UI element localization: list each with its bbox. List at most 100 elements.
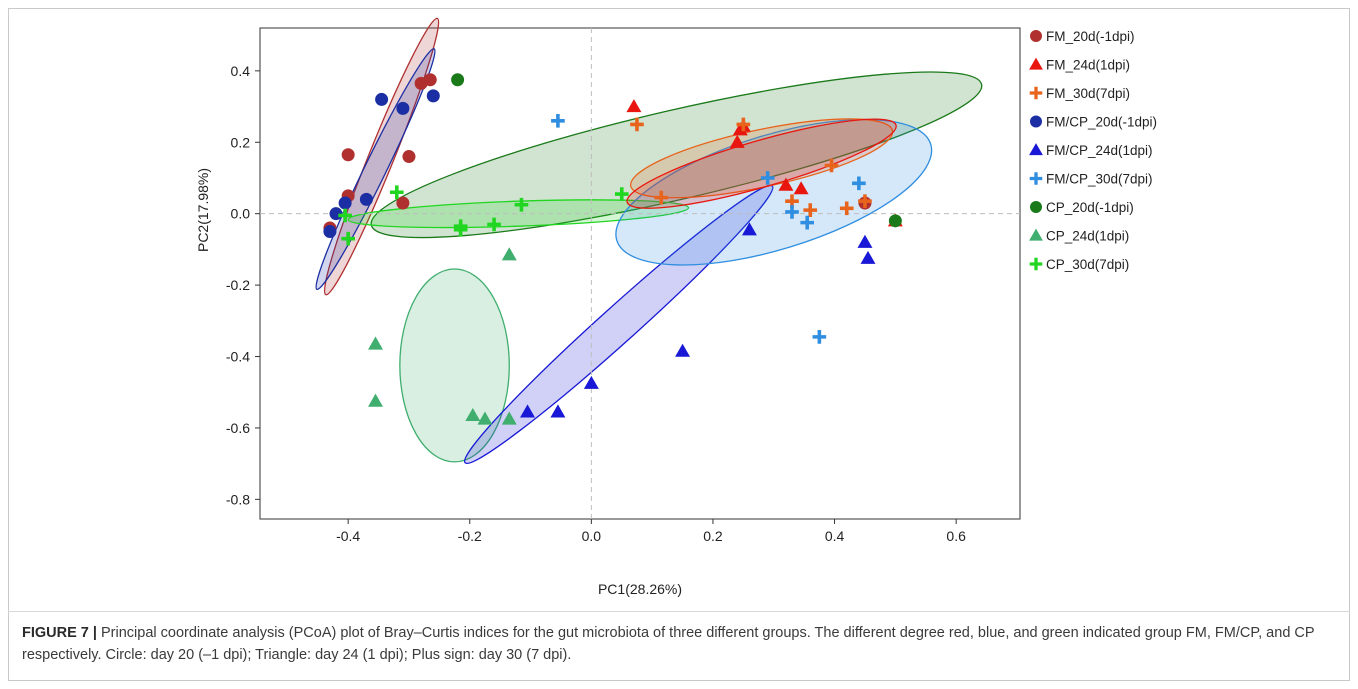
point-triangle-7-3 <box>477 411 493 425</box>
reference-lines <box>260 28 1020 519</box>
caption-text: Principal coordinate analysis (PCoA) plo… <box>22 625 1315 663</box>
point-circle-3-0 <box>323 225 337 239</box>
point-plus-2-1 <box>654 190 669 205</box>
point-triangle-1-0 <box>626 99 642 113</box>
legend-marker-1 <box>1029 57 1043 70</box>
ellipses-layer <box>315 17 983 464</box>
point-triangle-4-1 <box>550 404 566 418</box>
y-tick-label-5: 0.2 <box>231 134 251 150</box>
point-plus-2-5 <box>824 158 839 173</box>
x-tick-label-5: 0.6 <box>946 528 966 544</box>
figure-frame <box>8 8 1350 681</box>
point-plus-8-1 <box>338 208 352 223</box>
x-axis-label: PC1(28.26%) <box>598 581 682 597</box>
legend-marker-3 <box>1030 115 1042 128</box>
point-triangle-1-4 <box>778 177 794 191</box>
point-triangle-7-2 <box>465 407 481 422</box>
point-triangle-1-5 <box>793 181 809 195</box>
point-plus-5-2 <box>785 205 799 219</box>
point-triangle-4-0 <box>520 404 535 418</box>
y-tick-label-6: 0.4 <box>231 63 251 79</box>
confidence-ellipse-3 <box>347 199 690 229</box>
point-triangle-7-0 <box>368 336 383 350</box>
point-circle-0-4 <box>402 150 416 164</box>
axes-layer: -0.4 -0.2 0.0 0.2 0.4 0.6 -0.8 -0.6 -0.4 -0.2 0.0 0… <box>226 63 966 544</box>
y-tick-label-4: 0.0 <box>231 206 251 222</box>
point-circle-6-1 <box>888 214 902 228</box>
legend-marker-0 <box>1030 30 1042 42</box>
legend-marker-8 <box>1029 257 1043 271</box>
point-plus-2-2 <box>736 117 751 132</box>
point-plus-2-0 <box>630 117 644 132</box>
confidence-ellipse-4 <box>399 268 510 463</box>
legend-label-8: CP_30d(7dpi) <box>1046 257 1129 272</box>
point-circle-0-2 <box>341 148 355 162</box>
legend-label-0: FM_20d(-1dpi) <box>1046 29 1135 44</box>
confidence-ellipse-8 <box>626 118 897 209</box>
point-plus-5-4 <box>812 330 827 344</box>
plot-area <box>259 27 1021 520</box>
x-tick-label-0: -0.4 <box>336 528 360 544</box>
legend-label-5: FM/CP_30d(7dpi) <box>1046 172 1153 187</box>
point-plus-8-0 <box>389 185 404 200</box>
point-circle-0-6 <box>423 73 437 87</box>
legend-label-4: FM/CP_24d(1dpi) <box>1046 143 1153 158</box>
legend: FM_20d(-1dpi) FM_24d(1dpi) FM_30d(7dpi) FM/… <box>1029 29 1157 272</box>
confidence-ellipse-5 <box>463 184 774 464</box>
point-triangle-4-3 <box>675 343 691 357</box>
point-triangle-7-1 <box>368 393 383 407</box>
figure-caption: FIGURE 7 | Principal coordinate analysis… <box>22 622 1340 666</box>
x-tick-label-2: 0.0 <box>582 528 602 544</box>
legend-label-2: FM_30d(7dpi) <box>1046 86 1130 101</box>
legend-marker-4 <box>1029 143 1043 156</box>
legend-marker-5 <box>1029 172 1043 185</box>
y-tick-label-3: -0.2 <box>226 277 250 293</box>
point-plus-8-6 <box>514 197 529 212</box>
point-plus-2-6 <box>839 201 854 216</box>
caption-divider <box>8 611 1350 612</box>
point-triangle-7-5 <box>501 247 517 261</box>
point-triangle-4-5 <box>857 234 873 248</box>
point-plus-5-1 <box>760 171 775 185</box>
point-plus-5-3 <box>800 215 815 230</box>
point-plus-2-7 <box>858 194 872 209</box>
x-tick-label-1: -0.2 <box>458 528 482 544</box>
point-plus-5-0 <box>551 114 565 128</box>
point-triangle-4-4 <box>741 222 757 236</box>
caption-label: FIGURE 7 | <box>22 625 97 641</box>
points-layer <box>323 73 903 425</box>
legend-label-6: CP_20d(-1dpi) <box>1046 200 1134 215</box>
y-tick-label-0: -0.8 <box>226 491 250 507</box>
y-tick-label-2: -0.4 <box>226 349 250 365</box>
legend-marker-2 <box>1029 86 1043 100</box>
point-circle-0-3 <box>396 196 410 210</box>
point-triangle-4-6 <box>860 250 876 264</box>
y-axis-label: PC2(17.98%) <box>195 168 211 252</box>
point-triangle-4-2 <box>583 375 599 389</box>
point-triangle-1-1 <box>729 134 745 148</box>
point-plus-2-4 <box>803 203 818 217</box>
y-tick-label-1: -0.6 <box>226 420 250 436</box>
point-plus-5-5 <box>852 176 866 191</box>
point-plus-8-7 <box>614 187 629 201</box>
legend-label-3: FM/CP_20d(-1dpi) <box>1046 115 1157 130</box>
legend-marker-6 <box>1030 201 1042 213</box>
point-plus-8-2 <box>341 231 355 246</box>
point-triangle-7-4 <box>501 411 517 425</box>
point-plus-8-4 <box>453 219 468 234</box>
point-circle-3-2 <box>338 196 352 210</box>
point-plus-8-5 <box>487 217 501 232</box>
point-circle-6-0 <box>451 73 465 87</box>
legend-label-7: CP_24d(1dpi) <box>1046 229 1129 244</box>
legend-label-1: FM_24d(1dpi) <box>1046 58 1130 73</box>
confidence-ellipse-0 <box>323 17 440 296</box>
point-circle-3-6 <box>426 89 440 103</box>
legend-marker-7 <box>1029 228 1043 241</box>
x-tick-label-3: 0.2 <box>703 528 723 544</box>
point-circle-3-3 <box>359 192 373 206</box>
point-plus-2-3 <box>785 194 799 209</box>
point-circle-3-4 <box>375 92 389 106</box>
point-circle-3-5 <box>396 101 410 115</box>
x-tick-label-4: 0.4 <box>825 528 845 544</box>
